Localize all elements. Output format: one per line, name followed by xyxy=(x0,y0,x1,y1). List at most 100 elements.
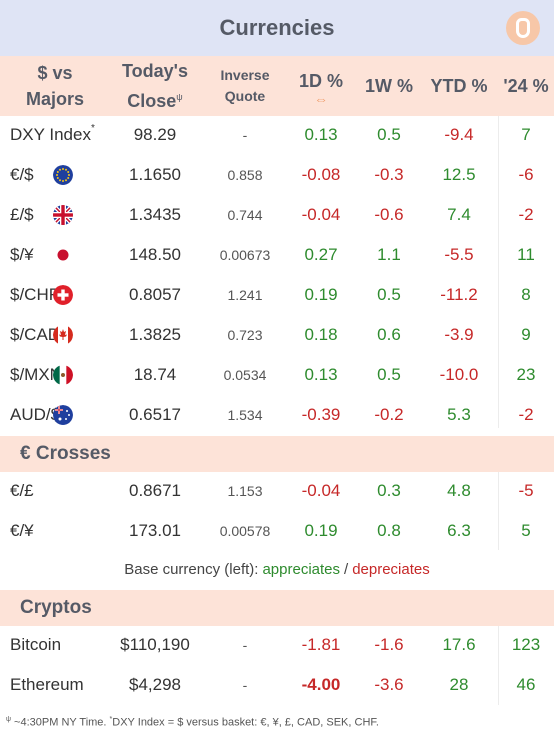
change-1d-cell: -1.81 xyxy=(301,635,341,654)
uk-flag-icon xyxy=(53,205,73,225)
footnote-time: ~4:30PM NY Time. xyxy=(11,716,110,729)
change-1d-cell: 0.13 xyxy=(304,125,338,144)
crosses-title: € Crosses xyxy=(20,443,111,464)
change-ytd-cell: 12.5 xyxy=(442,165,476,184)
sort-arrow-icon[interactable]: ⇔ xyxy=(314,91,328,107)
change-ytd-cell: -10.0 xyxy=(439,365,479,384)
change-1w-cell: 0.3 xyxy=(377,481,401,500)
row-name: €/$ xyxy=(10,165,34,184)
cryptos-title: Cryptos xyxy=(20,597,92,618)
change-1w-cell: -1.6 xyxy=(374,635,404,654)
header-pair: $ vs Majors xyxy=(10,56,100,116)
change-24-cell: 23 xyxy=(516,365,536,384)
row-name: Ethereum xyxy=(10,675,84,694)
row-label-cell: $/CHF xyxy=(10,275,120,315)
footnote: ψ ~4:30PM NY Time. *DXY Index = $ versus… xyxy=(6,716,379,729)
inverse-cell: - xyxy=(242,637,248,653)
change-24-cell: -5 xyxy=(518,481,534,500)
header-close-sup: ψ xyxy=(176,92,183,102)
au-flag-icon xyxy=(53,405,73,425)
change-1d-cell: -0.08 xyxy=(301,165,341,184)
change-ytd-cell: 17.6 xyxy=(442,635,476,654)
change-ytd-cell: 6.3 xyxy=(447,521,471,540)
inverse-cell: 0.00673 xyxy=(219,247,271,263)
eu-flag-icon xyxy=(53,165,73,185)
close-cell: $110,190 xyxy=(120,635,190,654)
row-name: €/¥ xyxy=(10,521,34,540)
change-1d-cell: 0.19 xyxy=(304,285,338,304)
row-name-sup: * xyxy=(90,123,95,134)
change-24-cell: -2 xyxy=(518,405,534,424)
row-label-cell: $/MXN xyxy=(10,355,120,395)
inverse-cell: - xyxy=(242,677,248,693)
change-1w-cell: 0.5 xyxy=(377,125,401,144)
column-divider xyxy=(498,625,499,705)
header-24-label: '24 % xyxy=(503,76,549,96)
ca-flag-icon xyxy=(53,325,73,345)
table-header: $ vs Majors Today's Closeψ Inverse Quote… xyxy=(0,56,554,116)
change-ytd-cell: 28 xyxy=(449,675,469,694)
close-cell: 1.1650 xyxy=(129,165,181,184)
close-cell: 0.8671 xyxy=(129,481,181,500)
column-divider xyxy=(498,472,499,550)
change-24-cell: -2 xyxy=(518,205,534,224)
ch-flag-icon xyxy=(53,285,73,305)
row-name: $/CAD xyxy=(10,325,61,344)
row-name: $/CHF xyxy=(10,285,60,304)
table-row: €/£ 0.8671 1.153 -0.04 0.3 4.8 -5 xyxy=(0,471,554,511)
change-24-cell: 46 xyxy=(516,675,536,694)
row-name: AUD/$ xyxy=(10,405,61,424)
row-name: €/£ xyxy=(10,481,34,500)
row-label-cell: DXY Index * xyxy=(10,115,120,155)
row-label-cell: €/$ xyxy=(10,155,120,195)
change-1w-cell: 0.8 xyxy=(377,521,401,540)
title-bar: Currencies xyxy=(0,0,554,56)
close-cell: 0.6517 xyxy=(129,405,181,424)
row-label-cell: $/CAD xyxy=(10,315,120,355)
inverse-cell: 1.534 xyxy=(227,407,263,423)
close-cell: 173.01 xyxy=(129,521,181,540)
table-row: Bitcoin $110,190 - -1.81 -1.6 17.6 123 xyxy=(0,625,554,665)
inverse-cell: - xyxy=(242,127,248,143)
row-label-cell: €/¥ xyxy=(10,511,120,551)
change-ytd-cell: -11.2 xyxy=(440,285,478,304)
header-close-line1: Today's xyxy=(122,61,188,81)
cryptos-section-header: Cryptos xyxy=(0,590,554,626)
change-1d-cell: 0.13 xyxy=(304,365,338,384)
header-inverse: Inverse Quote xyxy=(206,56,284,116)
column-divider xyxy=(498,116,499,428)
row-name: £/$ xyxy=(10,205,34,224)
page-title: Currencies xyxy=(219,15,335,40)
change-1w-cell: 0.5 xyxy=(377,365,401,384)
close-cell: 148.50 xyxy=(129,245,181,264)
change-1w-cell: 0.6 xyxy=(377,325,401,344)
change-ytd-cell: -9.4 xyxy=(444,125,474,144)
header-inverse-line1: Inverse xyxy=(220,67,270,83)
close-cell: 98.29 xyxy=(133,125,177,144)
row-name: DXY Index xyxy=(10,125,91,144)
row-label-cell: Ethereum xyxy=(10,665,120,705)
table-row: $/MXN 18.74 0.0534 0.13 0.5 -10.0 23 xyxy=(0,355,554,395)
header-ytd-label: YTD % xyxy=(430,76,488,96)
inverse-cell: 0.744 xyxy=(227,207,263,223)
inverse-cell: 0.858 xyxy=(227,167,263,183)
change-1d-cell: 0.19 xyxy=(304,521,338,540)
legend-depreciates: depreciates xyxy=(352,560,430,578)
row-name: Bitcoin xyxy=(10,635,62,654)
inverse-cell: 1.241 xyxy=(227,287,263,303)
row-label-cell: Bitcoin xyxy=(10,625,120,665)
jp-flag-icon xyxy=(53,245,73,265)
change-1d-cell: 0.27 xyxy=(304,245,338,264)
change-24-cell: 11 xyxy=(517,245,535,264)
close-cell: 1.3435 xyxy=(129,205,181,224)
table-row: DXY Index * 98.29 - 0.13 0.5 -9.4 7 xyxy=(0,115,554,155)
change-ytd-cell: -3.9 xyxy=(444,325,474,344)
header-1d[interactable]: 1D % ⇔ xyxy=(288,56,354,116)
inverse-cell: 1.153 xyxy=(227,483,263,499)
change-1d-cell: -4.00 xyxy=(301,675,341,694)
row-label-cell: $/¥ xyxy=(10,235,120,275)
change-1d-cell: -0.39 xyxy=(301,405,341,424)
inverse-cell: 0.0534 xyxy=(223,367,267,383)
change-24-cell: 9 xyxy=(521,325,531,344)
change-24-cell: 8 xyxy=(521,285,531,304)
